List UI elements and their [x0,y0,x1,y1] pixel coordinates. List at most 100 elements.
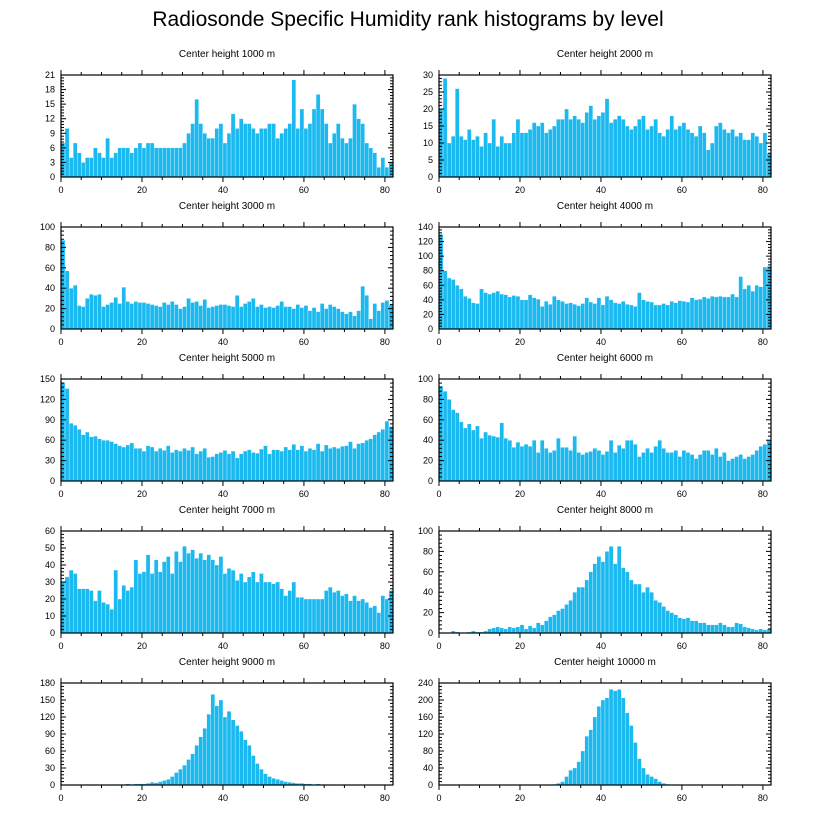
histogram-bar [190,549,195,634]
histogram-bar [446,142,452,178]
histogram-bar [372,152,377,178]
histogram-bar [665,129,670,178]
histogram-bar [344,445,349,482]
histogram-bar [604,451,610,482]
histogram-bar [657,440,662,482]
histogram-bar [307,598,313,634]
histogram-bar [81,434,86,482]
histogram-bar [328,304,333,330]
histogram-bar [463,296,468,330]
histogram-bar [234,295,240,330]
histogram-bar [495,626,500,634]
histogram-bar [218,123,224,178]
histogram-bar [673,450,679,482]
histogram-bar [604,697,610,786]
histogram-bar [608,440,614,482]
y-tick-label: 25 [423,87,433,97]
histogram-bar [356,118,361,178]
histogram-bar [697,298,703,330]
histogram-bar [742,288,747,330]
histogram-bar [649,301,654,330]
histogram-bar [544,301,549,330]
histogram-bar [226,568,232,634]
histogram-bar [348,137,353,178]
histogram-bar [681,301,687,330]
histogram-bar [475,303,480,330]
histogram-bar [380,595,386,634]
histogram-bar [226,453,232,482]
histogram-bar [540,306,545,330]
histogram-bar [267,123,272,178]
histogram-bar [645,774,650,786]
histogram-bar [592,716,598,786]
histogram-bar [121,446,126,482]
histogram-bar [455,412,460,482]
histogram-bar [206,457,211,482]
histogram-bar [766,266,772,330]
histogram-bar [467,423,472,482]
x-tick-label: 0 [436,489,441,499]
histogram-bar [657,132,662,178]
histogram-bar [637,456,642,482]
histogram-bar [158,147,163,178]
histogram-bar [536,452,541,482]
histogram-bar [637,583,642,634]
histogram-bar [275,581,280,634]
y-tick-label: 100 [40,222,55,232]
histogram-bar [576,586,581,634]
histogram-bar [186,759,191,786]
x-tick-label: 40 [218,185,228,195]
histogram-bar [109,441,114,482]
histogram-bar [303,450,309,482]
histogram-bar [653,304,658,330]
histogram-bar [511,447,517,482]
histogram-bar [186,133,191,178]
y-tick-label: 10 [423,138,433,148]
histogram-bar [307,123,313,178]
histogram-bar [243,123,248,178]
histogram-bar [588,571,593,634]
histogram-bar [247,449,252,482]
histogram-bar [608,122,614,178]
histogram-bar [214,128,220,178]
histogram-bar [621,448,626,482]
histogram-bar [766,628,772,634]
y-tick-label: 0 [428,172,433,182]
y-tick-label: 0 [50,780,55,790]
histogram-bar [621,119,626,178]
y-tick-label: 240 [418,678,433,688]
histogram-bar [612,690,618,786]
histogram-bar [97,152,102,178]
histogram-bar [625,125,630,178]
histogram-bar [697,622,703,634]
histogram-bar [463,427,468,482]
histogram-bar [174,147,179,178]
histogram-bar [226,133,232,178]
histogram-bar [332,306,337,330]
x-tick-label: 20 [515,185,525,195]
histogram-bar [372,434,377,482]
plot-frame [438,226,772,330]
histogram-bar [287,123,292,178]
histogram-bar [380,302,386,330]
histogram-bar [384,167,390,178]
histogram-bar [633,742,638,786]
histogram-bar [105,137,110,178]
histogram-bar [523,628,529,634]
histogram-bar [685,129,691,178]
histogram-bar [450,279,456,330]
histogram-bar [584,452,589,482]
y-tick-label: 150 [40,374,55,384]
histogram-bar [283,306,288,330]
histogram-bar [637,292,642,330]
histogram-bar [519,299,525,330]
x-tick-label: 40 [596,489,606,499]
histogram-bar [230,450,236,482]
histogram-bar [222,304,228,330]
histogram-bar [649,776,654,786]
histogram-bar [206,714,211,786]
histogram-bar [105,304,110,330]
x-tick-label: 80 [758,185,768,195]
histogram-bar [368,318,373,330]
histogram-bar [170,452,175,482]
